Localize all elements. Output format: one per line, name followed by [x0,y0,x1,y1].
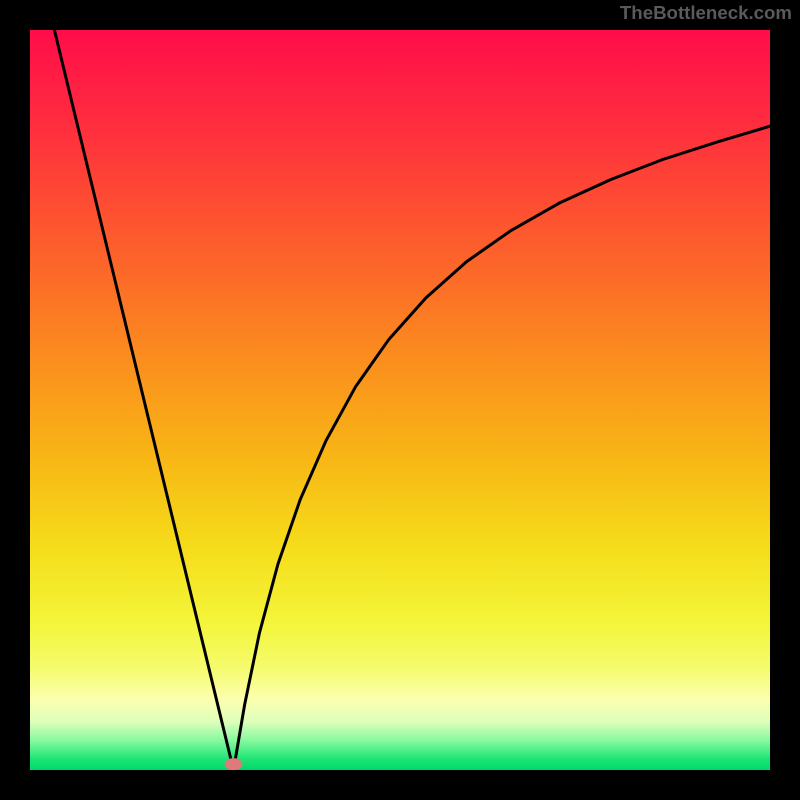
chart-frame: TheBottleneck.com [0,0,800,800]
optimum-marker [225,758,243,770]
bottleneck-chart [0,0,800,800]
plot-area [30,30,770,770]
watermark-text: TheBottleneck.com [620,2,792,24]
